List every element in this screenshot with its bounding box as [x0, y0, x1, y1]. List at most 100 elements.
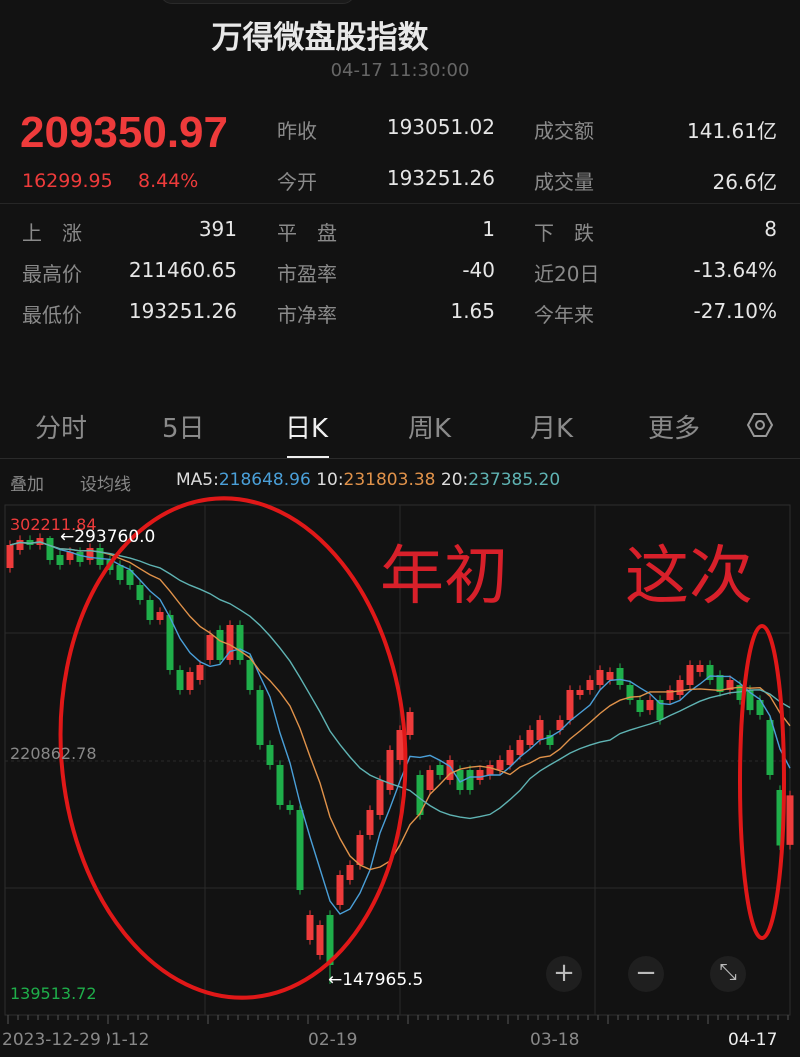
candle-body	[76, 552, 84, 563]
ma10-value: 231803.38	[343, 470, 436, 490]
grid-value: -13.64%	[693, 258, 777, 282]
candle-body	[486, 765, 494, 776]
stat-value: 141.61亿	[687, 119, 777, 143]
grid-label: 近20日	[534, 262, 600, 286]
candle-body	[776, 790, 784, 846]
candle-body	[326, 915, 334, 966]
candle-body	[446, 760, 454, 781]
candle-body	[556, 720, 564, 731]
candle-body	[306, 915, 314, 941]
candle-body	[716, 675, 724, 693]
current-price: 209350.97	[20, 108, 228, 157]
tab-weekly-k[interactable]: 周K	[408, 414, 452, 444]
candle-body	[636, 700, 644, 713]
candle-body	[296, 810, 304, 891]
candle-body	[536, 720, 544, 741]
candle-body	[706, 665, 714, 681]
grid-value: 193251.26	[128, 299, 237, 323]
candle-body	[466, 770, 474, 791]
candle-body	[276, 765, 284, 806]
grid-label: 平 盘	[277, 221, 337, 245]
tab-daily-k[interactable]: 日K	[285, 414, 329, 444]
candle-body	[746, 690, 754, 711]
grid-label: 最高价	[22, 262, 82, 286]
change-value: 16299.95	[22, 170, 113, 192]
candle-body	[396, 730, 404, 761]
change-percent: 8.44%	[138, 170, 199, 192]
candle-body	[436, 765, 444, 776]
low-marker: ←147965.5	[328, 970, 424, 990]
candle-body	[186, 672, 194, 691]
stat-value: 26.6亿	[712, 170, 777, 194]
grid-label: 上 涨	[22, 221, 82, 245]
candle-body	[126, 570, 134, 586]
candle-body	[196, 665, 204, 681]
x-label: 2023-12-29	[0, 1030, 107, 1050]
grid-label: 最低价	[22, 303, 82, 327]
candle-body	[726, 680, 734, 691]
candle-body	[606, 672, 614, 681]
candle-body	[346, 865, 354, 881]
divider	[0, 458, 800, 459]
y-mid-label: 220862.78	[10, 744, 97, 763]
tab-monthly-k[interactable]: 月K	[530, 414, 574, 444]
stat-label: 成交额	[534, 119, 594, 143]
stat-label: 成交量	[534, 170, 594, 194]
candle-body	[166, 615, 174, 671]
candle-body	[526, 730, 534, 746]
candle-body	[586, 680, 594, 691]
overlay-button[interactable]: 叠加	[10, 475, 44, 495]
ma-settings-button[interactable]: 设均线	[80, 475, 131, 495]
candle-body	[316, 925, 324, 956]
ma20-line	[9, 541, 791, 820]
candle-body	[496, 760, 504, 771]
candle-body	[406, 712, 414, 736]
candle-body	[136, 585, 144, 601]
x-label: 04-17	[728, 1030, 778, 1050]
hexagon-gear-icon[interactable]	[745, 410, 775, 440]
ma5-line	[9, 541, 791, 915]
candle-body	[656, 700, 664, 721]
timestamp: 04-17 11:30:00	[330, 60, 470, 81]
x-label: 01-12	[100, 1030, 150, 1050]
annotation-ellipse-right	[738, 624, 786, 940]
grid-label: 下 跌	[534, 221, 594, 245]
annotation-left: 年初	[380, 540, 508, 614]
stat-label: 昨收	[277, 119, 317, 143]
candle-body	[366, 810, 374, 836]
tab-intraday[interactable]: 分时	[35, 414, 88, 444]
candle-body	[176, 670, 184, 691]
y-max-label: 302211.84	[10, 515, 97, 534]
grid-value: 8	[764, 217, 777, 241]
grid-value: -40	[462, 258, 495, 282]
candle-body	[616, 668, 624, 686]
candle-body	[226, 625, 234, 661]
grid-value: 1	[482, 217, 495, 241]
candle-body	[476, 770, 484, 781]
candle-body	[16, 539, 24, 550]
candle-body	[356, 835, 364, 866]
grid-label: 市净率	[277, 303, 337, 327]
candle-body	[576, 690, 584, 696]
candle-body	[506, 750, 514, 766]
candle-body	[626, 685, 634, 701]
candle-body	[546, 735, 554, 746]
divider	[0, 203, 800, 204]
x-label: 02-19	[308, 1030, 358, 1050]
stat-value: 193051.02	[386, 115, 495, 139]
annotation-ellipse-left	[58, 496, 408, 1000]
grid-value: 1.65	[450, 299, 495, 323]
candle-body	[246, 660, 254, 691]
zoom-in-button[interactable]: +	[546, 956, 582, 992]
candle-body	[386, 750, 394, 791]
tab-5day[interactable]: 5日	[162, 414, 205, 444]
zoom-out-button[interactable]: −	[628, 956, 664, 992]
candle-body	[596, 670, 604, 686]
candle-body	[456, 770, 464, 791]
tab-more[interactable]: 更多	[648, 414, 701, 444]
candle-body	[676, 680, 684, 696]
candle-body	[236, 625, 244, 661]
fullscreen-icon[interactable]: ⤡	[710, 956, 746, 992]
candle-body	[6, 544, 14, 568]
